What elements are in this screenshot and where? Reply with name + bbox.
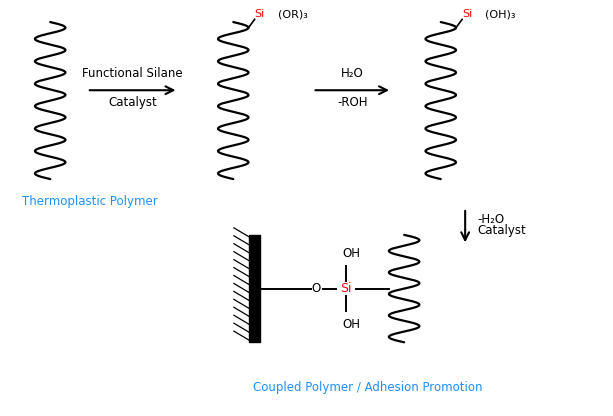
Text: Coupled Polymer / Adhesion Promotion: Coupled Polymer / Adhesion Promotion	[253, 381, 482, 394]
Text: (OR)₃: (OR)₃	[278, 10, 308, 20]
Text: Si: Si	[340, 282, 352, 295]
Text: O: O	[311, 282, 320, 295]
Text: Si: Si	[254, 10, 265, 20]
Text: Si: Si	[462, 10, 473, 20]
Text: -H₂O: -H₂O	[478, 213, 504, 226]
Text: OH: OH	[342, 317, 360, 330]
Text: OH: OH	[342, 247, 360, 260]
Text: Catalyst: Catalyst	[109, 96, 157, 109]
Text: Thermoplastic Polymer: Thermoplastic Polymer	[22, 195, 158, 208]
Text: H₂O: H₂O	[341, 67, 364, 80]
Text: -ROH: -ROH	[337, 96, 368, 109]
Text: Catalyst: Catalyst	[478, 224, 526, 237]
Text: Functional Silane: Functional Silane	[82, 67, 183, 80]
Text: (OH)₃: (OH)₃	[485, 10, 516, 20]
